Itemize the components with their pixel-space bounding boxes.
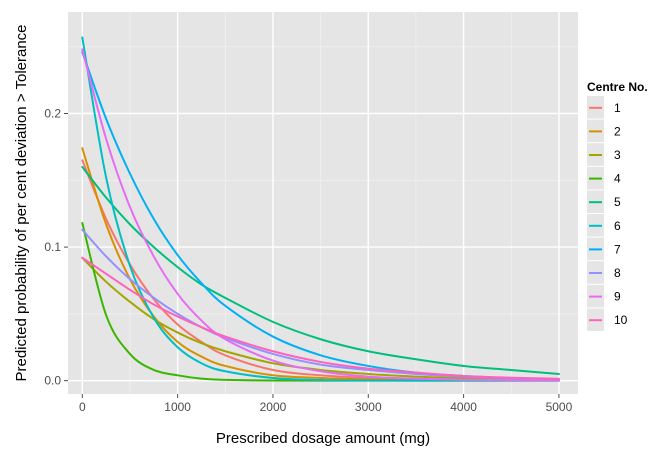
x-tick-label: 0 (79, 400, 86, 414)
series-line-centre-5 (81, 165, 560, 375)
legend-label-centre-1: 1 (614, 101, 621, 115)
legend: Centre No. 1 2 3 4 5 6 7 8 9 10 (587, 80, 648, 331)
series-line-centre-6 (81, 36, 560, 382)
x-tick-label: 1000 (164, 400, 191, 414)
legend-label-centre-2: 2 (614, 124, 621, 138)
series-line-centre-10 (81, 256, 560, 380)
legend-items: 1 2 3 4 5 6 7 8 9 10 (587, 96, 628, 331)
x-tick-label: 3000 (355, 400, 382, 414)
x-tick-label: 4000 (450, 400, 477, 414)
legend-label-centre-6: 6 (614, 219, 621, 233)
y-tick-label: 0.1 (44, 240, 61, 254)
y-tick-label: 0.0 (44, 374, 61, 388)
legend-label-centre-5: 5 (614, 195, 621, 209)
grid-minor (68, 12, 578, 394)
y-axis-title: Predicted probability of per cent deviat… (13, 24, 30, 381)
x-tick-label: 2000 (260, 400, 287, 414)
plot-panel (68, 12, 578, 394)
x-axis-title: Prescribed dosage amount (mg) (216, 430, 430, 447)
legend-label-centre-4: 4 (614, 172, 621, 186)
legend-label-centre-3: 3 (614, 148, 621, 162)
x-tick-label: 5000 (546, 400, 573, 414)
legend-label-centre-8: 8 (614, 266, 621, 280)
series-lines (81, 36, 560, 382)
legend-label-centre-10: 10 (614, 313, 628, 327)
legend-title: Centre No. (587, 80, 648, 94)
y-tick-label: 0.2 (44, 107, 61, 121)
series-line-centre-9 (81, 48, 560, 382)
series-line-centre-3 (81, 256, 560, 381)
legend-label-centre-7: 7 (614, 242, 621, 256)
y-axis: 0.0 0.1 0.2 (44, 107, 68, 388)
x-axis: 0 1000 2000 3000 4000 5000 (79, 394, 573, 414)
legend-label-centre-9: 9 (614, 290, 621, 304)
